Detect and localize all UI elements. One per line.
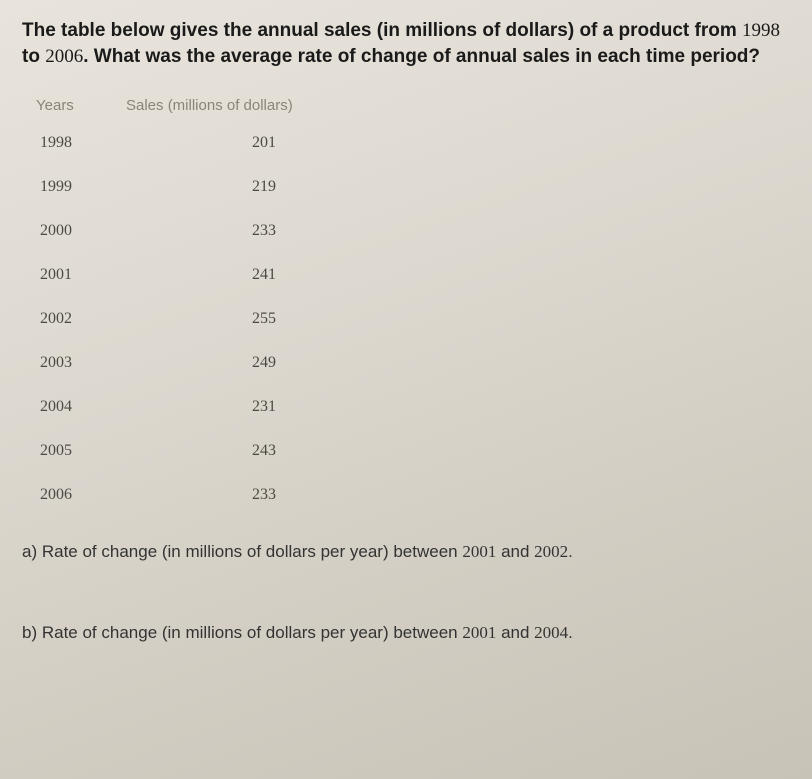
sales-cell: 201 <box>126 134 306 152</box>
year-cell: 2004 <box>36 398 126 416</box>
question-a-label: a) <box>22 542 42 561</box>
table-row: 2004231 <box>36 398 790 416</box>
table-row: 2000233 <box>36 222 790 240</box>
table-row: 2003249 <box>36 354 790 372</box>
year-cell: 2002 <box>36 310 126 328</box>
sales-cell: 219 <box>126 178 306 196</box>
sales-table: Years Sales (millions of dollars) 199820… <box>36 97 790 504</box>
table-row: 2006233 <box>36 486 790 504</box>
question-b-label: b) <box>22 623 42 642</box>
intro-prefix: The table below gives the annual sales (… <box>22 20 742 41</box>
question-b-suffix: . <box>568 623 573 642</box>
question-b-y1: 2001 <box>462 623 496 642</box>
intro-year-from: 1998 <box>742 20 780 41</box>
header-years: Years <box>36 97 126 114</box>
year-cell: 2006 <box>36 486 126 504</box>
year-cell: 1999 <box>36 178 126 196</box>
sales-cell: 249 <box>126 354 306 372</box>
sales-cell: 233 <box>126 486 306 504</box>
table-row: 2002255 <box>36 310 790 328</box>
table-header: Years Sales (millions of dollars) <box>36 97 790 114</box>
year-cell: 1998 <box>36 134 126 152</box>
year-cell: 2003 <box>36 354 126 372</box>
table-row: 1999219 <box>36 178 790 196</box>
question-a: a) Rate of change (in millions of dollar… <box>22 540 790 565</box>
intro-year-to: 2006 <box>45 46 83 67</box>
intro-suffix: . What was the average rate of change of… <box>83 46 760 67</box>
question-b: b) Rate of change (in millions of dollar… <box>22 621 790 646</box>
sales-cell: 231 <box>126 398 306 416</box>
header-sales: Sales (millions of dollars) <box>126 97 293 114</box>
question-a-y2: 2002 <box>534 542 568 561</box>
sales-cell: 243 <box>126 442 306 460</box>
question-a-prefix: Rate of change (in millions of dollars p… <box>42 542 463 561</box>
question-a-suffix: . <box>568 542 573 561</box>
year-cell: 2000 <box>36 222 126 240</box>
question-b-prefix: Rate of change (in millions of dollars p… <box>42 623 463 642</box>
question-a-and: and <box>496 542 534 561</box>
sales-cell: 255 <box>126 310 306 328</box>
table-row: 1998201 <box>36 134 790 152</box>
question-b-y2: 2004 <box>534 623 568 642</box>
table-row: 2005243 <box>36 442 790 460</box>
year-cell: 2001 <box>36 266 126 284</box>
sales-cell: 241 <box>126 266 306 284</box>
year-cell: 2005 <box>36 442 126 460</box>
problem-intro: The table below gives the annual sales (… <box>22 18 790 69</box>
table-row: 2001241 <box>36 266 790 284</box>
question-a-y1: 2001 <box>462 542 496 561</box>
sales-cell: 233 <box>126 222 306 240</box>
question-b-and: and <box>496 623 534 642</box>
intro-mid: to <box>22 46 45 67</box>
